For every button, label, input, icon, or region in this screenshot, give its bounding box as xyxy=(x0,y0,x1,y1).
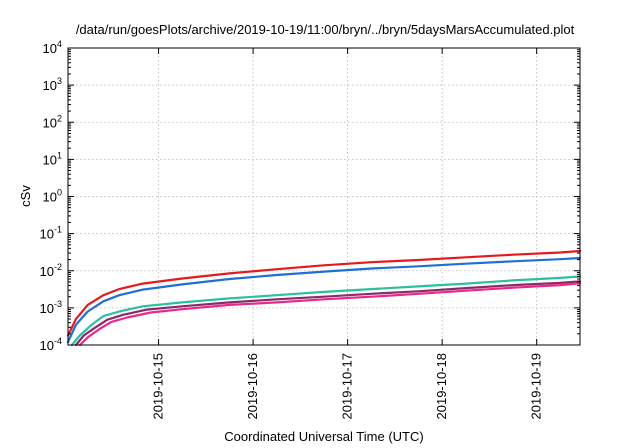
chart-title: /data/run/goesPlots/archive/2019-10-19/1… xyxy=(76,22,575,37)
x-tick-label: 2019-10-19 xyxy=(529,353,544,420)
x-axis: 2019-10-15 2019-10-16 2019-10-17 2019-10-18… xyxy=(151,48,544,420)
series-line-5 xyxy=(78,282,582,347)
series-layer xyxy=(66,249,582,347)
y-tick-label: 100 xyxy=(43,188,62,205)
y-tick-label: 103 xyxy=(43,76,62,93)
x-axis-label: Coordinated Universal Time (UTC) xyxy=(224,429,423,444)
x-tick-label: 2019-10-15 xyxy=(151,353,166,420)
y-tick-label: 10-3 xyxy=(40,299,62,316)
y-tick-label: 104 xyxy=(43,39,62,56)
y-tick-label: 10-1 xyxy=(40,225,62,242)
x-tick-label: 2019-10-18 xyxy=(434,353,449,420)
series-line-3 xyxy=(70,275,582,347)
y-tick-label: 101 xyxy=(43,150,62,167)
x-tick-label: 2019-10-16 xyxy=(245,353,260,420)
y-tick-label: 10-2 xyxy=(40,262,62,279)
x-tick-label: 2019-10-17 xyxy=(340,353,355,420)
y-tick-label: 102 xyxy=(43,113,62,130)
series-line-1 xyxy=(66,249,582,337)
y-tick-label: 10-4 xyxy=(40,336,62,353)
series-line-4 xyxy=(74,280,582,347)
grid xyxy=(68,48,580,345)
y-axis: 10-4 10-3 10-2 10-1 100 101 102 103 104 xyxy=(40,39,580,353)
series-line-2 xyxy=(66,256,582,344)
y-axis-label: cSv xyxy=(18,185,33,207)
